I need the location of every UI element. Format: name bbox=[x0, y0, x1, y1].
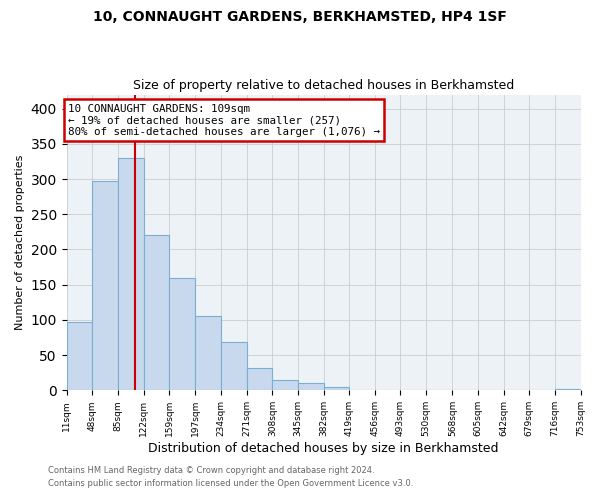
Bar bbox=[272, 380, 298, 390]
Bar bbox=[247, 368, 272, 390]
X-axis label: Distribution of detached houses by size in Berkhamsted: Distribution of detached houses by size … bbox=[148, 442, 499, 455]
Bar bbox=[555, 389, 580, 390]
Bar bbox=[298, 384, 323, 390]
Bar bbox=[118, 158, 143, 390]
Title: Size of property relative to detached houses in Berkhamsted: Size of property relative to detached ho… bbox=[133, 79, 514, 92]
Text: 10, CONNAUGHT GARDENS, BERKHAMSTED, HP4 1SF: 10, CONNAUGHT GARDENS, BERKHAMSTED, HP4 … bbox=[93, 10, 507, 24]
Text: 10 CONNAUGHT GARDENS: 109sqm
← 19% of detached houses are smaller (257)
80% of s: 10 CONNAUGHT GARDENS: 109sqm ← 19% of de… bbox=[68, 104, 380, 137]
Bar bbox=[221, 342, 247, 390]
Y-axis label: Number of detached properties: Number of detached properties bbox=[15, 155, 25, 330]
Bar bbox=[67, 322, 92, 390]
Text: Contains HM Land Registry data © Crown copyright and database right 2024.
Contai: Contains HM Land Registry data © Crown c… bbox=[48, 466, 413, 487]
Bar bbox=[143, 236, 169, 390]
Bar bbox=[323, 387, 349, 390]
Bar bbox=[196, 316, 221, 390]
Bar bbox=[92, 181, 118, 390]
Bar bbox=[169, 278, 196, 390]
